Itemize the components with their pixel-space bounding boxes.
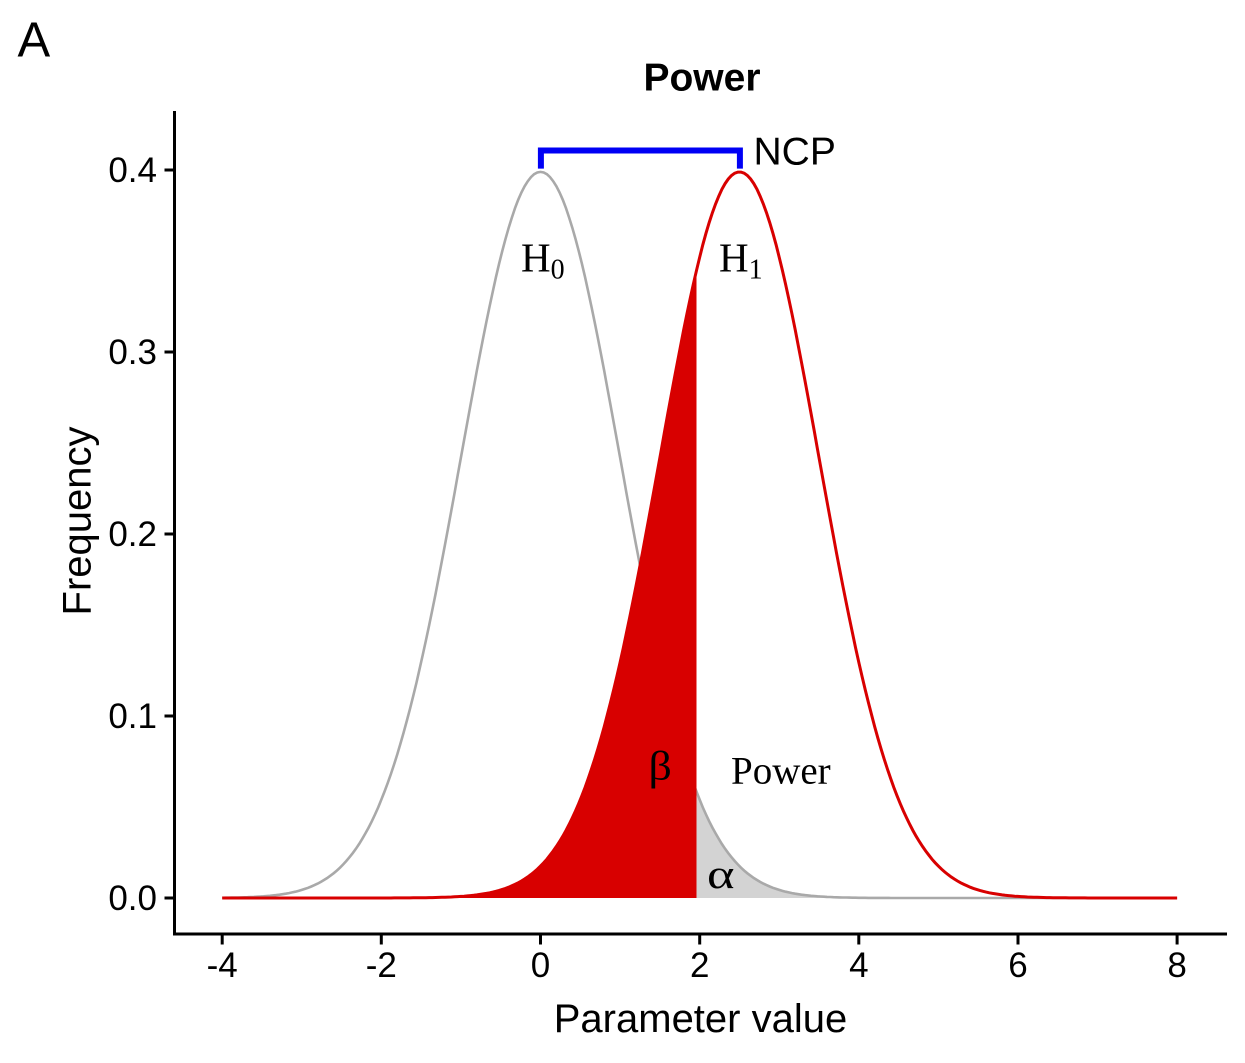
- svg-text:α: α: [707, 852, 734, 897]
- svg-text:0.2: 0.2: [108, 515, 157, 554]
- svg-text:H1: H1: [719, 235, 763, 286]
- svg-text:NCP: NCP: [754, 131, 836, 174]
- svg-text:-4: -4: [207, 946, 238, 985]
- svg-text:Frequency: Frequency: [56, 427, 100, 616]
- svg-text:β: β: [649, 744, 672, 789]
- svg-text:Power: Power: [643, 57, 760, 100]
- svg-text:A: A: [18, 13, 51, 67]
- svg-text:6: 6: [1008, 946, 1027, 985]
- svg-text:Power: Power: [731, 750, 831, 793]
- svg-text:0.0: 0.0: [108, 879, 157, 918]
- svg-text:4: 4: [849, 946, 868, 985]
- svg-text:0: 0: [531, 946, 550, 985]
- svg-text:8: 8: [1167, 946, 1186, 985]
- svg-text:Parameter value: Parameter value: [554, 997, 847, 1041]
- svg-text:0.3: 0.3: [108, 333, 157, 372]
- svg-text:2: 2: [690, 946, 709, 985]
- svg-text:0.1: 0.1: [108, 697, 157, 736]
- svg-text:0.4: 0.4: [108, 151, 157, 190]
- svg-text:-2: -2: [366, 946, 397, 985]
